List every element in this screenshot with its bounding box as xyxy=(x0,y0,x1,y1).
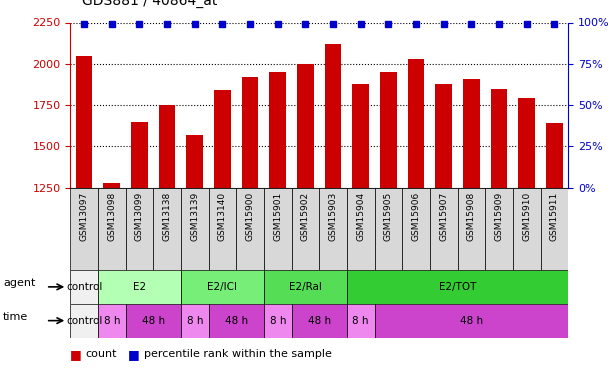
Text: GSM15906: GSM15906 xyxy=(412,192,420,241)
Bar xyxy=(70,188,98,270)
Text: GDS881 / 40864_at: GDS881 / 40864_at xyxy=(82,0,218,8)
Bar xyxy=(236,188,264,270)
Bar xyxy=(98,270,181,304)
Text: 48 h: 48 h xyxy=(460,316,483,326)
Text: GSM15905: GSM15905 xyxy=(384,192,393,241)
Bar xyxy=(131,122,148,188)
Text: GSM15904: GSM15904 xyxy=(356,192,365,241)
Bar xyxy=(70,304,98,338)
Text: control: control xyxy=(66,316,102,326)
Bar xyxy=(347,188,375,270)
Text: 8 h: 8 h xyxy=(103,316,120,326)
Text: GSM15910: GSM15910 xyxy=(522,192,531,241)
Text: ■: ■ xyxy=(70,348,82,361)
Bar xyxy=(126,188,153,270)
Text: GSM15903: GSM15903 xyxy=(329,192,338,241)
Bar xyxy=(208,304,264,338)
Bar xyxy=(320,188,347,270)
Text: GSM15900: GSM15900 xyxy=(246,192,255,241)
Bar xyxy=(546,123,563,188)
Text: GSM13097: GSM13097 xyxy=(79,192,89,241)
Bar xyxy=(491,88,507,188)
Text: count: count xyxy=(86,350,117,359)
Text: percentile rank within the sample: percentile rank within the sample xyxy=(144,350,331,359)
Text: E2/TOT: E2/TOT xyxy=(439,282,476,292)
Text: GSM15908: GSM15908 xyxy=(467,192,476,241)
Text: GSM15907: GSM15907 xyxy=(439,192,448,241)
Text: 48 h: 48 h xyxy=(308,316,331,326)
Bar xyxy=(264,270,347,304)
Text: ■: ■ xyxy=(128,348,140,361)
Bar xyxy=(76,56,92,188)
Text: 8 h: 8 h xyxy=(353,316,369,326)
Bar xyxy=(186,135,203,188)
Bar xyxy=(513,188,541,270)
Bar xyxy=(214,90,231,188)
Bar xyxy=(463,79,480,188)
Bar xyxy=(70,270,98,304)
Bar xyxy=(159,105,175,188)
Text: GSM13099: GSM13099 xyxy=(135,192,144,241)
Bar xyxy=(380,72,397,188)
Text: E2/Ral: E2/Ral xyxy=(289,282,322,292)
Text: 8 h: 8 h xyxy=(186,316,203,326)
Text: E2: E2 xyxy=(133,282,146,292)
Bar xyxy=(297,64,313,188)
Bar xyxy=(264,188,291,270)
Text: GSM13139: GSM13139 xyxy=(190,192,199,241)
Bar xyxy=(518,98,535,188)
Bar xyxy=(430,188,458,270)
Bar xyxy=(485,188,513,270)
Bar xyxy=(402,188,430,270)
Bar xyxy=(264,304,291,338)
Bar xyxy=(126,304,181,338)
Bar xyxy=(242,77,258,188)
Bar xyxy=(181,188,208,270)
Bar xyxy=(541,188,568,270)
Bar xyxy=(347,304,375,338)
Bar xyxy=(436,84,452,188)
Bar xyxy=(291,188,320,270)
Bar xyxy=(181,304,208,338)
Bar xyxy=(325,44,342,188)
Bar xyxy=(181,270,264,304)
Bar xyxy=(375,304,568,338)
Bar xyxy=(458,188,485,270)
Text: GSM13140: GSM13140 xyxy=(218,192,227,241)
Text: control: control xyxy=(66,282,102,292)
Text: E2/ICI: E2/ICI xyxy=(207,282,238,292)
Text: 8 h: 8 h xyxy=(269,316,286,326)
Bar xyxy=(408,59,425,188)
Bar xyxy=(353,84,369,188)
Text: 48 h: 48 h xyxy=(225,316,248,326)
Bar xyxy=(375,188,402,270)
Bar xyxy=(98,188,126,270)
Text: GSM15902: GSM15902 xyxy=(301,192,310,241)
Text: GSM15909: GSM15909 xyxy=(494,192,503,241)
Bar xyxy=(347,270,568,304)
Text: GSM13098: GSM13098 xyxy=(108,192,116,241)
Text: agent: agent xyxy=(3,278,35,288)
Text: GSM15901: GSM15901 xyxy=(273,192,282,241)
Bar xyxy=(208,188,236,270)
Bar xyxy=(153,188,181,270)
Text: GSM15911: GSM15911 xyxy=(550,192,559,241)
Bar xyxy=(98,304,126,338)
Bar xyxy=(269,72,286,188)
Bar xyxy=(103,183,120,188)
Bar xyxy=(291,304,347,338)
Text: GSM13138: GSM13138 xyxy=(163,192,172,241)
Text: time: time xyxy=(3,312,28,322)
Text: 48 h: 48 h xyxy=(142,316,165,326)
